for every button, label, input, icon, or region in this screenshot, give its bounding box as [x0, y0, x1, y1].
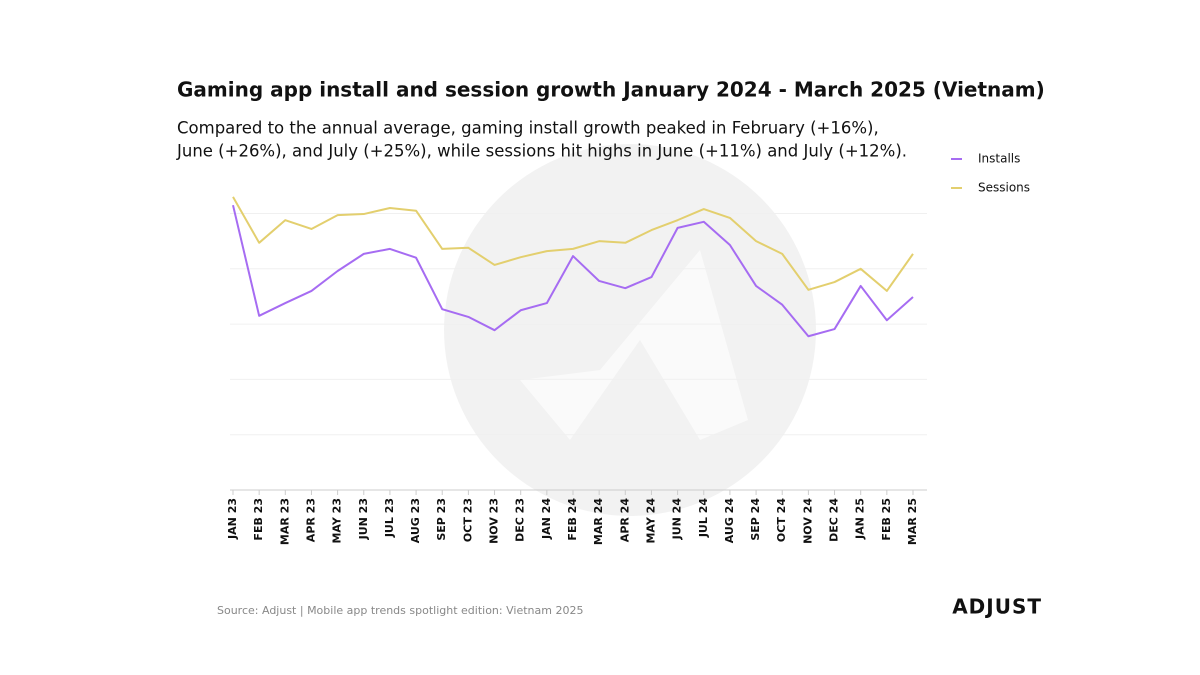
- x-tick-label: OCT 24: [775, 498, 788, 542]
- logo: ADJUST: [952, 595, 1042, 619]
- x-tick-label: MAR 23: [278, 498, 291, 545]
- x-tick-label: FEB 23: [252, 498, 265, 541]
- subtitle: June (+26%), and July (+25%), while sess…: [176, 142, 907, 161]
- x-tick-label: AUG 23: [409, 498, 422, 543]
- x-tick-label: AUG 24: [723, 498, 736, 544]
- x-tick-label: MAR 25: [906, 498, 919, 545]
- x-tick-label: JUN 23: [357, 498, 370, 540]
- watermark: [444, 144, 816, 516]
- x-tick-label: MAR 24: [592, 498, 605, 545]
- x-tick-label: FEB 24: [566, 498, 579, 541]
- series-line: [232, 196, 914, 292]
- series-line: [232, 204, 914, 338]
- x-tick-label: JUN 24: [671, 498, 684, 541]
- subtitle: Compared to the annual average, gaming i…: [177, 119, 879, 138]
- x-tick-label: OCT 23: [461, 498, 474, 542]
- source: Source: Adjust | Mobile app trends spotl…: [217, 604, 583, 617]
- x-tick-label: APR 24: [618, 498, 631, 543]
- legend-label: Sessions: [978, 181, 1030, 195]
- x-tick-label: JUL 23: [383, 498, 396, 538]
- x-tick-label: JAN 24: [540, 498, 553, 540]
- x-tick-label: NOV 24: [801, 498, 814, 544]
- x-tick-label: MAY 24: [644, 498, 657, 544]
- x-tick-label: MAY 23: [331, 498, 344, 544]
- x-tick-label: APR 23: [304, 498, 317, 542]
- x-tick-label: JAN 25: [854, 498, 867, 540]
- watermark-logo: [520, 250, 748, 440]
- x-tick-label: SEP 24: [749, 498, 762, 541]
- chart-title: Gaming app install and session growth Ja…: [177, 78, 1045, 102]
- x-tick-label: FEB 25: [880, 498, 893, 541]
- x-tick-label: DEC 24: [828, 498, 841, 542]
- x-tick-label: JUL 24: [697, 498, 710, 539]
- x-tick-label: JAN 23: [226, 498, 239, 540]
- x-tick-label: SEP 23: [435, 498, 448, 541]
- legend-label: Installs: [978, 152, 1020, 166]
- x-tick-label: NOV 23: [488, 498, 501, 544]
- x-tick-label: DEC 23: [514, 498, 527, 542]
